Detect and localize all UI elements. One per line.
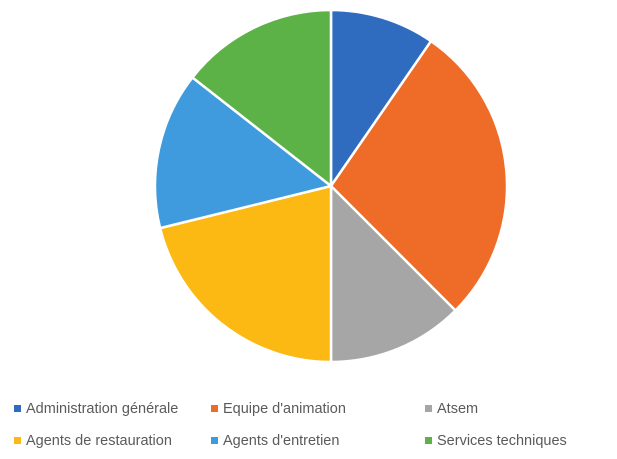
pie-slice-3 (329, 184, 457, 364)
legend-swatch (211, 405, 218, 412)
legend-item-4: Agents de restauration (14, 433, 172, 449)
legend-item-5: Agents d'entretien (211, 433, 339, 449)
legend-item-1: Administration générale (14, 401, 178, 417)
legend-label: Administration générale (26, 401, 178, 417)
pie-slice-1 (329, 8, 433, 188)
legend-swatch (425, 437, 432, 444)
legend-item-3: Atsem (425, 401, 478, 417)
legend-label: Services techniques (437, 433, 567, 449)
legend-item-2: Equipe d'animation (211, 401, 346, 417)
legend: Administration générale Equipe d'animatio… (14, 401, 567, 449)
legend-swatch (14, 405, 21, 412)
pie-slice-2 (329, 39, 509, 312)
legend-label: Atsem (437, 401, 478, 417)
legend-label: Agents d'entretien (223, 433, 339, 449)
pie-slice-4 (158, 184, 333, 364)
legend-swatch (211, 437, 218, 444)
legend-item-6: Services techniques (425, 433, 567, 449)
pie-slice-5 (153, 76, 333, 230)
pie-slice-6 (191, 8, 333, 188)
legend-label: Agents de restauration (26, 433, 172, 449)
pie-slices (153, 8, 509, 364)
legend-swatch (425, 405, 432, 412)
legend-label: Equipe d'animation (223, 401, 346, 417)
legend-swatch (14, 437, 21, 444)
